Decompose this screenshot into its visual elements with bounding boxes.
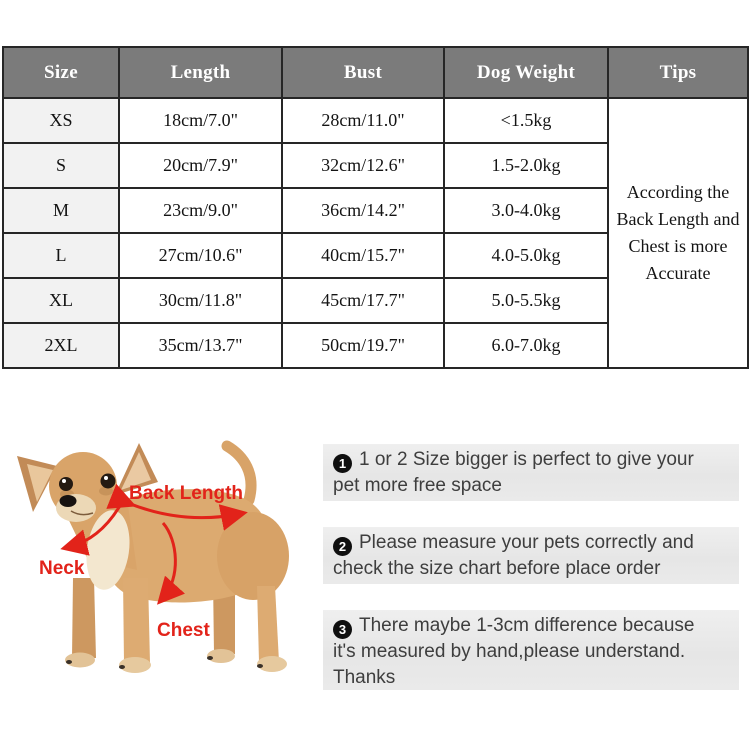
note-line: 1 1 or 2 Size bigger is perfect to give y… [333, 447, 729, 473]
dog-front-leg-near [123, 578, 150, 663]
cell-weight: 1.5-2.0kg [443, 142, 609, 189]
cell-size: 2XL [2, 322, 120, 369]
cell-size: L [2, 232, 120, 279]
dog-measurement-diagram: Back Length Neck Chest [17, 440, 289, 673]
circled-number-icon: 2 [333, 537, 352, 556]
cell-length: 23cm/9.0" [118, 187, 283, 234]
dog-paw [119, 657, 151, 673]
note-text: There maybe 1-3cm difference because [359, 615, 695, 636]
header-tips: Tips [607, 46, 749, 99]
table-row: XS 18cm/7.0" 28cm/11.0" <1.5kg According… [2, 97, 749, 369]
note-line: pet more free space [333, 475, 502, 496]
header-dog-weight: Dog Weight [443, 46, 609, 99]
back-length-arrow [106, 483, 248, 531]
dog-nose [59, 495, 77, 507]
dog-mouth [70, 510, 94, 516]
cell-weight: 3.0-4.0kg [443, 187, 609, 234]
note-line: 2 Please measure your pets correctly and [333, 530, 729, 556]
note-text: 1 or 2 Size bigger is perfect to give yo… [359, 449, 694, 470]
neck-label: Neck [39, 558, 85, 579]
tips-note-line: Accurate [645, 263, 711, 283]
note-text: Please measure your pets correctly and [359, 532, 694, 553]
chest-label: Chest [157, 620, 210, 641]
dog-front-leg-far [72, 578, 96, 658]
cell-weight: 4.0-5.0kg [443, 232, 609, 279]
tips-note-cell: According the Back Length and Chest is m… [607, 97, 749, 369]
table-row: XL 30cm/11.8" 45cm/17.7" 5.0-5.5kg [2, 277, 748, 324]
dog-paw-nail [207, 656, 213, 660]
dog-hind-leg-near [257, 586, 279, 662]
cell-bust: 50cm/19.7" [281, 322, 445, 369]
dog-hind-thigh [217, 512, 289, 600]
note-line: it's measured by hand,please understand. [333, 641, 686, 662]
dog-paw-nail [66, 660, 72, 664]
dog-eye [100, 473, 116, 489]
cell-bust: 36cm/14.2" [281, 187, 445, 234]
cell-length: 20cm/7.9" [118, 142, 283, 189]
header-bust: Bust [281, 46, 445, 99]
size-table: Size Length Bust Dog Weight Tips XS 18cm… [2, 46, 749, 369]
dog-eye [59, 477, 73, 491]
table-row: L 27cm/10.6" 40cm/15.7" 4.0-5.0kg [2, 232, 748, 279]
cell-bust: 45cm/17.7" [281, 277, 445, 324]
cell-weight: <1.5kg [443, 97, 609, 144]
cell-size: M [2, 187, 120, 234]
dog-paw [65, 652, 95, 668]
cell-weight: 6.0-7.0kg [443, 322, 609, 369]
note-line: Thanks [333, 667, 396, 688]
note-box-2: 2 Please measure your pets correctly and … [323, 527, 739, 584]
note-box-3: 3 There maybe 1-3cm difference because it… [323, 610, 739, 690]
table-row: 2XL 35cm/13.7" 50cm/19.7" 6.0-7.0kg [2, 322, 748, 369]
cell-size: XL [2, 277, 120, 324]
tips-note-line: Back Length and [616, 209, 740, 229]
cell-bust: 28cm/11.0" [281, 97, 445, 144]
cell-length: 30cm/11.8" [118, 277, 283, 324]
cell-size: S [2, 142, 120, 189]
cell-size: XS [2, 97, 120, 144]
dog-paw-nail [119, 665, 125, 669]
cell-weight: 5.0-5.5kg [443, 277, 609, 324]
dog-ear-left-inner [27, 464, 53, 502]
dog-paw-nail [257, 664, 263, 668]
cell-length: 18cm/7.0" [118, 97, 283, 144]
cell-length: 35cm/13.7" [118, 322, 283, 369]
tips-note-line: Chest is more [628, 236, 728, 256]
cell-bust: 32cm/12.6" [281, 142, 445, 189]
tips-note-line: According the [626, 182, 730, 202]
chest-arrow [156, 522, 186, 605]
cell-length: 27cm/10.6" [118, 232, 283, 279]
note-box-1: 1 1 or 2 Size bigger is perfect to give y… [323, 444, 739, 501]
table-row: M 23cm/9.0" 36cm/14.2" 3.0-4.0kg [2, 187, 748, 234]
note-line: check the size chart before place order [333, 558, 661, 579]
dog-paw [207, 649, 235, 663]
dog-paw [257, 656, 287, 672]
note-line: 3 There maybe 1-3cm difference because [333, 613, 729, 639]
neck-arrow [60, 503, 123, 556]
table-row: S 20cm/7.9" 32cm/12.6" 1.5-2.0kg [2, 142, 748, 189]
header-length: Length [118, 46, 283, 99]
circled-number-icon: 1 [333, 454, 352, 473]
cell-bust: 40cm/15.7" [281, 232, 445, 279]
circled-number-icon: 3 [333, 620, 352, 639]
table-header-row: Size Length Bust Dog Weight Tips [2, 46, 749, 99]
dog-ear-right-inner [121, 452, 151, 490]
header-size: Size [2, 46, 120, 99]
back-length-label: Back Length [129, 483, 243, 504]
measurement-annotations [60, 483, 248, 605]
dog-eye-highlight [62, 479, 66, 483]
dog-eye-highlight [104, 476, 108, 480]
dog-tail [221, 440, 257, 506]
